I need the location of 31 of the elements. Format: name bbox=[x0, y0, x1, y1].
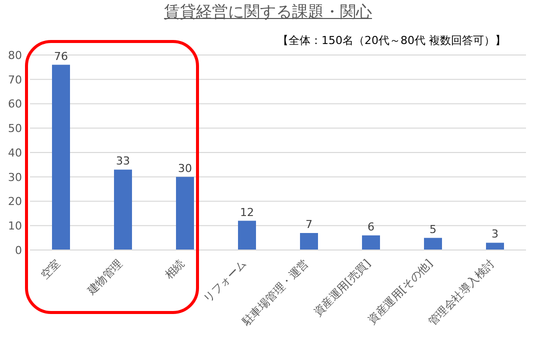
bar bbox=[300, 232, 318, 250]
bar bbox=[238, 220, 256, 250]
x-tick-label: 相続 bbox=[162, 256, 188, 282]
bar bbox=[52, 64, 70, 250]
chart-title: 賃貸経営に関する課題・関心 bbox=[163, 2, 373, 23]
y-tick-label: 40 bbox=[8, 146, 22, 160]
x-tick-label: 空室 bbox=[38, 256, 64, 282]
y-tick-label: 30 bbox=[8, 170, 22, 184]
bar bbox=[114, 170, 132, 250]
bar bbox=[486, 242, 504, 250]
data-label: 3 bbox=[492, 228, 498, 241]
y-tick-label: 70 bbox=[8, 73, 22, 86]
bar bbox=[362, 235, 380, 250]
y-tick-label: 50 bbox=[8, 122, 22, 136]
data-label: 30 bbox=[178, 162, 192, 175]
text: 【全体：150名（20代～80代 複数回答可）】 bbox=[278, 33, 506, 48]
y-tick-label: 60 bbox=[8, 98, 22, 111]
data-label: 12 bbox=[240, 206, 254, 219]
y-tick-label: 20 bbox=[8, 195, 22, 208]
data-label: 6 bbox=[368, 220, 374, 234]
bar bbox=[424, 238, 442, 250]
x-tick-label: 建物管理 bbox=[84, 256, 126, 298]
data-label: 76 bbox=[54, 50, 68, 63]
y-tick-label: 80 bbox=[8, 48, 22, 62]
x-tick-label: リフォーム bbox=[201, 256, 250, 306]
y-tick-label: 0 bbox=[15, 244, 22, 257]
bar bbox=[176, 176, 194, 250]
data-label: 5 bbox=[430, 222, 436, 236]
y-tick-label: 10 bbox=[8, 220, 22, 233]
data-label: 33 bbox=[116, 154, 130, 168]
data-label: 7 bbox=[306, 218, 312, 231]
